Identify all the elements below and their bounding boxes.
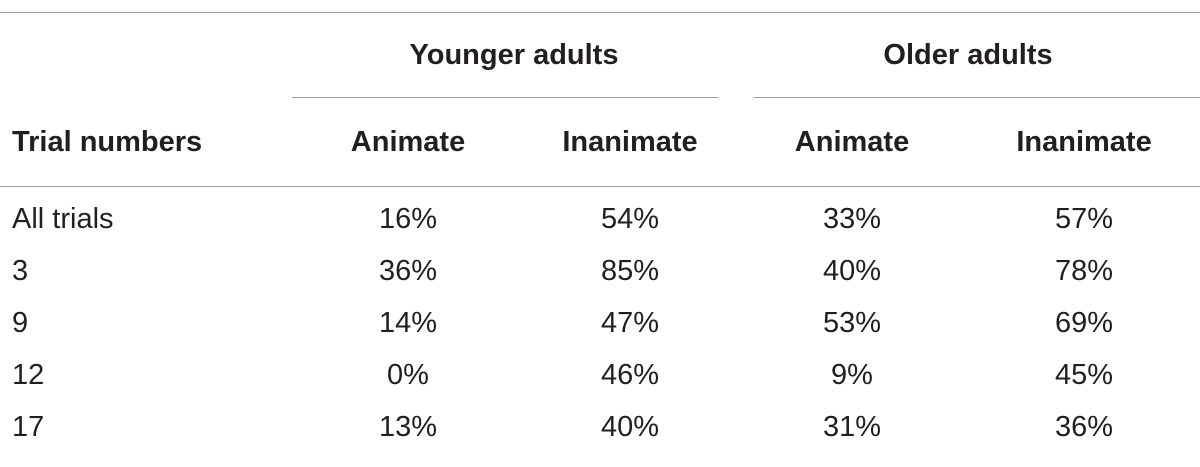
table-row: 17 13% 40% 31% 36%: [0, 401, 1200, 453]
group-header-younger-adults: Younger adults: [292, 12, 737, 98]
group-header-empty: [0, 12, 292, 98]
cell-old-animate: 33%: [822, 202, 882, 235]
table-row: All trials 16% 54% 33% 57%: [0, 187, 1200, 246]
cell-young-inanimate: 40%: [600, 410, 660, 443]
cell-young-animate: 36%: [378, 254, 438, 287]
cell-young-inanimate: 85%: [600, 254, 660, 287]
cell-old-animate: 40%: [822, 254, 882, 287]
cell-young-animate: 16%: [378, 202, 438, 235]
row-label: 3: [12, 254, 29, 287]
row-label: 17: [12, 410, 45, 443]
table-row: 3 36% 85% 40% 78%: [0, 245, 1200, 297]
group-header-row: Younger adults Older adults: [0, 12, 1200, 98]
row-label: 9: [12, 306, 29, 339]
table-row: 9 14% 47% 53% 69%: [0, 297, 1200, 349]
cell-old-inanimate: 45%: [1055, 358, 1114, 391]
cell-young-animate: 13%: [378, 410, 438, 443]
table-row: 12 0% 46% 9% 45%: [0, 349, 1200, 401]
results-table: Younger adults Older adults Trial number…: [0, 12, 1200, 453]
cell-old-inanimate: 36%: [1055, 410, 1114, 443]
cell-old-animate: 31%: [822, 410, 882, 443]
column-header-young-inanimate: Inanimate: [524, 98, 737, 187]
column-header-old-animate: Animate: [736, 98, 969, 187]
column-header-young-animate: Animate: [292, 98, 524, 187]
row-label: All trials: [12, 202, 114, 235]
cell-old-animate: 9%: [831, 358, 873, 391]
cell-young-inanimate: 47%: [600, 306, 660, 339]
cell-old-animate: 53%: [822, 306, 882, 339]
column-header-row: Trial numbers Animate Inanimate Animate …: [0, 98, 1200, 187]
row-label: 12: [12, 358, 45, 391]
cell-old-inanimate: 69%: [1055, 306, 1114, 339]
cell-old-inanimate: 57%: [1055, 202, 1114, 235]
group-header-older-adults: Older adults: [736, 12, 1200, 98]
cell-young-inanimate: 46%: [600, 358, 660, 391]
cell-young-animate: 14%: [378, 306, 438, 339]
column-header-old-inanimate: Inanimate: [968, 98, 1200, 187]
column-header-trial-numbers: Trial numbers: [0, 98, 292, 187]
cell-young-animate: 0%: [387, 358, 429, 391]
cell-young-inanimate: 54%: [600, 202, 660, 235]
cell-old-inanimate: 78%: [1055, 254, 1114, 287]
